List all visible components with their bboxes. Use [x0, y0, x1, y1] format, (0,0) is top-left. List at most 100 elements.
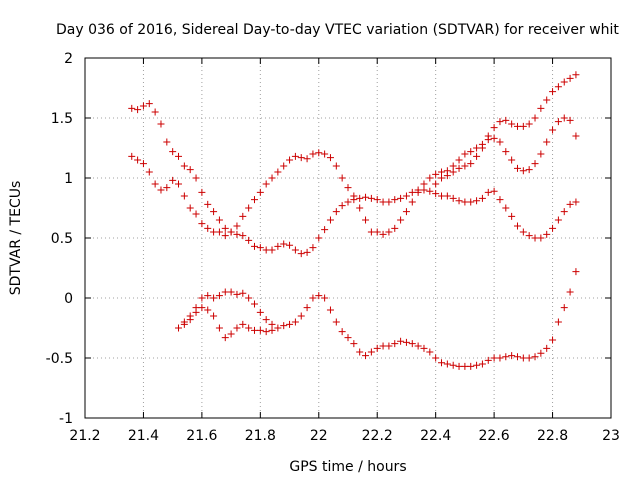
data-point — [175, 152, 183, 160]
data-point — [139, 102, 147, 110]
data-point — [549, 126, 557, 134]
data-point — [397, 216, 405, 224]
data-point — [490, 124, 498, 132]
series-sat-c — [432, 71, 580, 188]
data-point — [426, 187, 434, 195]
data-point — [496, 138, 504, 146]
data-point — [210, 294, 218, 302]
data-point — [256, 244, 264, 252]
data-point — [572, 71, 580, 79]
data-point — [356, 348, 364, 356]
data-point — [215, 292, 223, 300]
data-point — [256, 326, 264, 334]
data-point — [157, 186, 165, 194]
data-point — [543, 230, 551, 238]
data-point — [286, 241, 294, 249]
data-point — [566, 288, 574, 296]
data-point — [467, 160, 475, 168]
data-point — [350, 192, 358, 200]
y-tick-label: -0.5 — [46, 351, 73, 367]
data-point — [543, 96, 551, 104]
data-point — [180, 162, 188, 170]
data-point — [256, 308, 264, 316]
data-point — [367, 228, 375, 236]
data-point — [490, 134, 498, 142]
data-point — [420, 180, 428, 188]
data-point — [245, 204, 253, 212]
data-point — [192, 210, 200, 218]
data-point — [473, 361, 481, 369]
data-point — [221, 232, 229, 240]
data-point — [484, 356, 492, 364]
data-point — [379, 230, 387, 238]
data-point — [566, 200, 574, 208]
data-point — [297, 312, 305, 320]
data-point — [455, 362, 463, 370]
data-point — [280, 162, 288, 170]
data-point — [210, 208, 218, 216]
data-point — [473, 144, 481, 152]
data-point — [502, 353, 510, 361]
data-point — [525, 354, 533, 362]
data-point — [280, 240, 288, 248]
data-point — [373, 228, 381, 236]
data-point — [192, 174, 200, 182]
data-point — [461, 198, 469, 206]
data-point — [473, 152, 481, 160]
data-point — [221, 334, 229, 342]
data-point — [286, 320, 294, 328]
data-point — [303, 304, 311, 312]
data-point — [525, 232, 533, 240]
data-point — [332, 162, 340, 170]
data-point — [478, 194, 486, 202]
data-point — [362, 193, 370, 201]
x-tick-label: 23 — [602, 428, 620, 444]
data-point — [414, 188, 422, 196]
data-point — [432, 190, 440, 198]
data-point — [245, 324, 253, 332]
data-point — [227, 330, 235, 338]
data-point — [367, 194, 375, 202]
data-point — [502, 148, 510, 156]
axis-ticks: 21.2 21.4 21.6 21.8 22 22.2 22.4 22.6 22.8 23 -1 -0… — [46, 51, 620, 444]
data-point — [338, 202, 346, 210]
data-point — [309, 150, 317, 158]
x-tick-label: 22.2 — [362, 428, 393, 444]
data-point — [250, 300, 258, 308]
y-tick-label: 1.5 — [51, 111, 73, 127]
data-point — [531, 234, 539, 242]
x-tick-label: 21.4 — [128, 428, 159, 444]
data-point — [221, 288, 229, 296]
data-point — [525, 120, 533, 128]
data-point — [151, 180, 159, 188]
data-point — [496, 118, 504, 126]
data-point — [280, 322, 288, 330]
data-point — [438, 174, 446, 182]
data-point — [572, 132, 580, 140]
data-point — [438, 359, 446, 367]
data-point — [438, 192, 446, 200]
data-point — [215, 216, 223, 224]
data-point — [309, 294, 317, 302]
data-point — [513, 353, 521, 361]
data-point — [274, 242, 282, 250]
x-tick-label: 22.4 — [420, 428, 451, 444]
data-point — [391, 196, 399, 204]
data-point — [297, 154, 305, 162]
data-point — [420, 186, 428, 194]
data-point — [513, 222, 521, 230]
data-point — [186, 204, 194, 212]
data-point — [350, 340, 358, 348]
data-point — [408, 340, 416, 348]
y-tick-label: 0.5 — [51, 231, 73, 247]
y-tick-label: 1 — [64, 171, 73, 187]
data-point — [414, 342, 422, 350]
data-point — [502, 116, 510, 124]
data-point — [385, 228, 393, 236]
data-point — [402, 208, 410, 216]
data-point — [157, 120, 165, 128]
data-point — [134, 156, 142, 164]
data-point — [432, 170, 440, 178]
data-point — [250, 196, 258, 204]
data-point — [531, 353, 539, 361]
